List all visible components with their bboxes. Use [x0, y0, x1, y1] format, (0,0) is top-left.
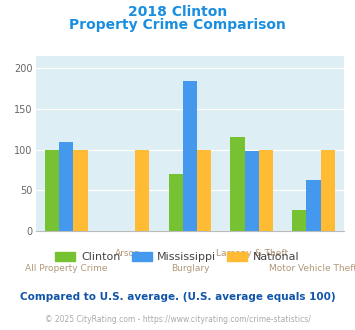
Bar	[306, 180, 321, 231]
Text: Compared to U.S. average. (U.S. average equals 100): Compared to U.S. average. (U.S. average …	[20, 292, 335, 302]
Bar	[259, 149, 273, 231]
Text: Arson: Arson	[115, 249, 141, 258]
Text: Motor Vehicle Theft: Motor Vehicle Theft	[269, 264, 355, 273]
Text: Larceny & Theft: Larceny & Theft	[215, 249, 288, 258]
Bar	[59, 142, 73, 231]
Bar	[245, 151, 259, 231]
Bar	[169, 174, 183, 231]
Bar	[230, 138, 245, 231]
Bar	[45, 150, 59, 231]
Bar	[292, 210, 306, 231]
Text: All Property Crime: All Property Crime	[25, 264, 108, 273]
Bar	[135, 149, 149, 231]
Bar	[73, 149, 88, 231]
Bar	[183, 81, 197, 231]
Text: © 2025 CityRating.com - https://www.cityrating.com/crime-statistics/: © 2025 CityRating.com - https://www.city…	[45, 315, 310, 324]
Text: 2018 Clinton: 2018 Clinton	[128, 5, 227, 19]
Text: Burglary: Burglary	[171, 264, 209, 273]
Text: Property Crime Comparison: Property Crime Comparison	[69, 18, 286, 32]
Legend: Clinton, Mississippi, National: Clinton, Mississippi, National	[51, 248, 304, 267]
Bar	[321, 149, 335, 231]
Bar	[197, 149, 211, 231]
